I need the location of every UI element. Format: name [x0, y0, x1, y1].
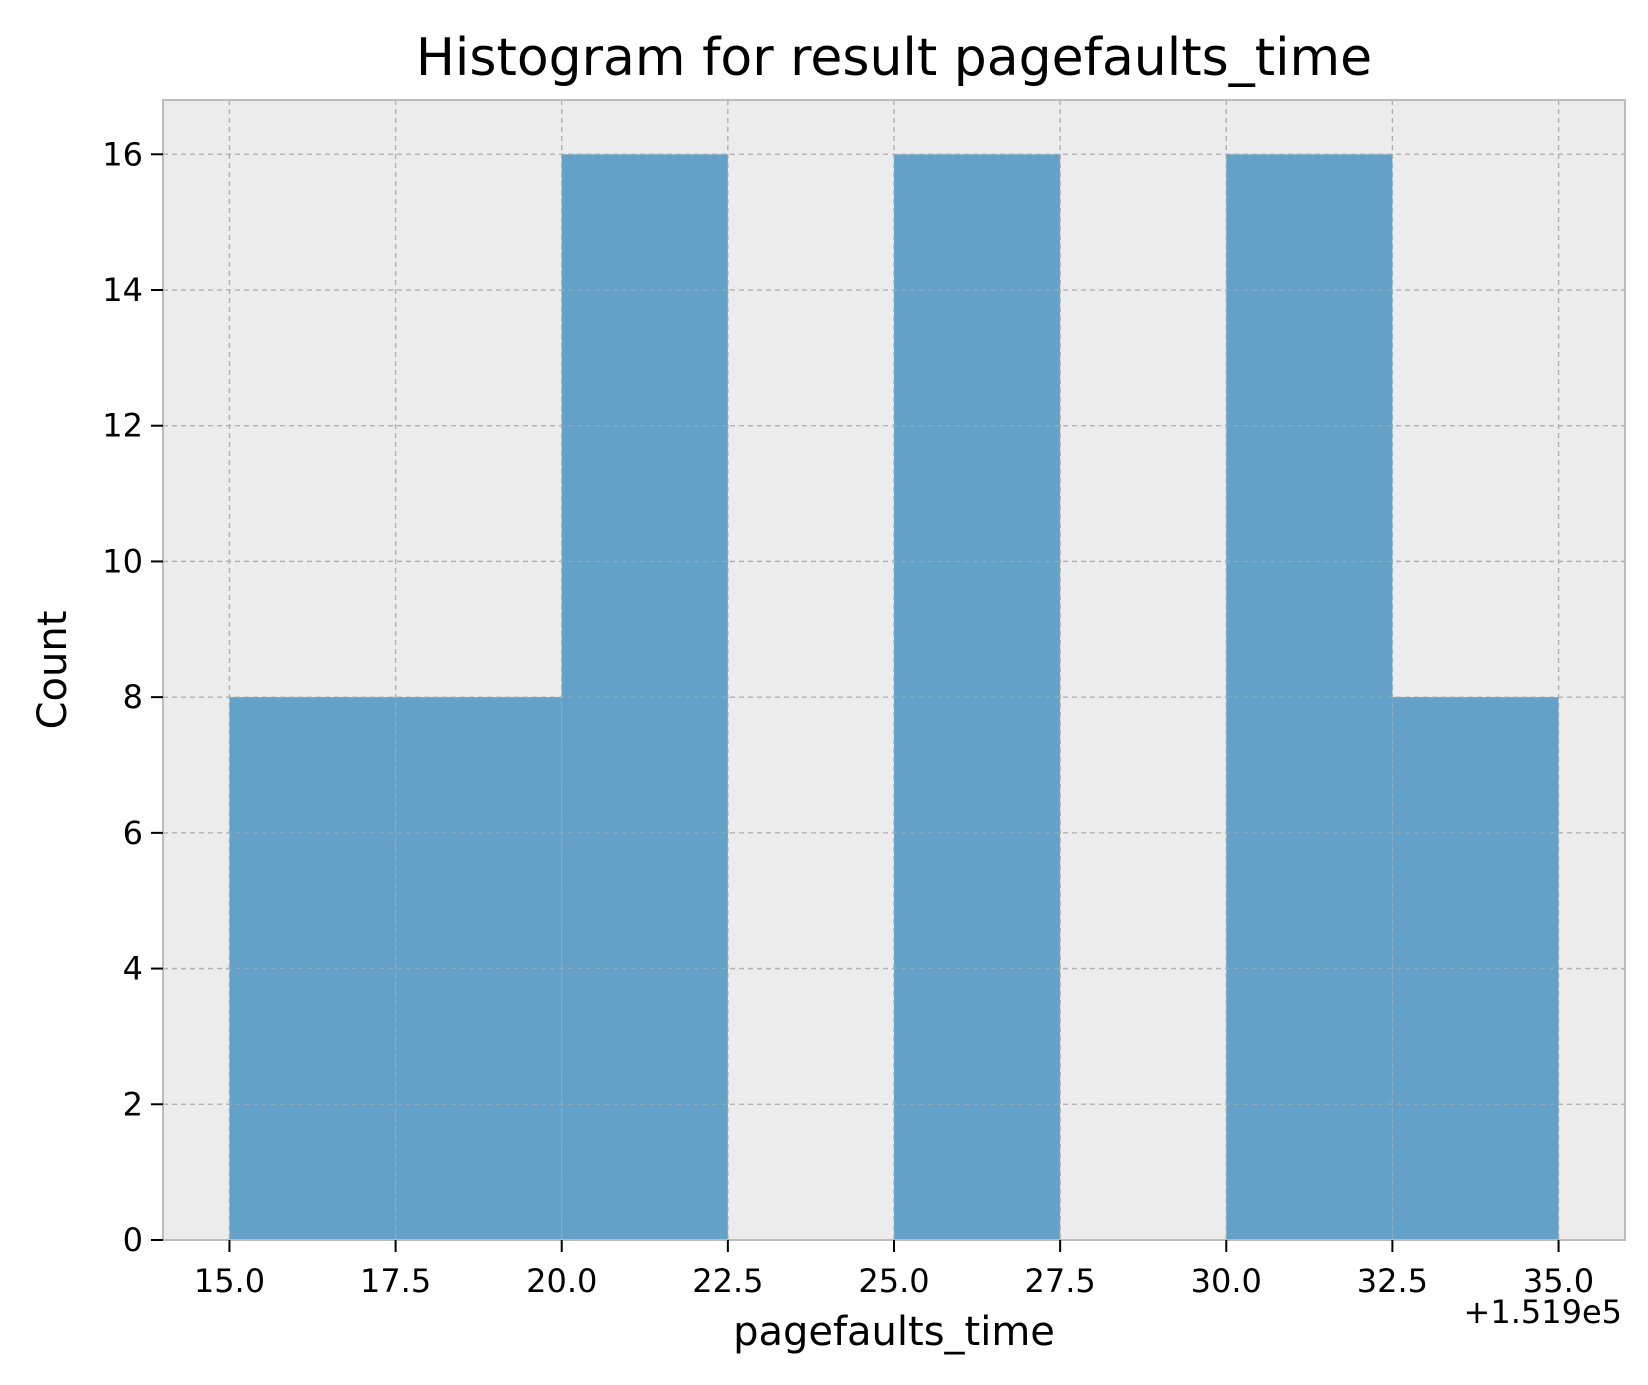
x-tick-label: 35.0 — [1523, 1262, 1594, 1300]
y-tick-label: 14 — [102, 271, 143, 309]
y-tick-label: 4 — [123, 950, 143, 988]
histogram-bar — [1392, 697, 1559, 1240]
x-tick-label: 15.0 — [194, 1262, 265, 1300]
x-axis-label: pagefaults_time — [733, 1309, 1055, 1355]
y-tick-label: 6 — [123, 814, 143, 852]
y-tick-label: 8 — [123, 678, 143, 716]
x-tick-label: 30.0 — [1191, 1262, 1262, 1300]
y-tick-label: 16 — [102, 135, 143, 173]
y-tick-label: 10 — [102, 542, 143, 580]
x-tick-label: 22.5 — [692, 1262, 763, 1300]
y-tick-label: 0 — [123, 1221, 143, 1259]
x-tick-label: 17.5 — [360, 1262, 431, 1300]
y-tick-label: 12 — [102, 407, 143, 445]
x-tick-label: 27.5 — [1025, 1262, 1096, 1300]
histogram-bars — [163, 100, 1625, 1241]
x-tick-label: 32.5 — [1357, 1262, 1428, 1300]
x-tick-label: 25.0 — [858, 1262, 929, 1300]
x-tick-label: 20.0 — [526, 1262, 597, 1300]
x-axis-offset-label: +1.519e5 — [1464, 1293, 1622, 1331]
y-axis-label: Count — [30, 611, 76, 730]
y-tick-label: 2 — [123, 1085, 143, 1123]
axis-ticks: 15.0 17.5 20.0 22.5 25.0 27.5 30.0 32.5 35.0 0 2 4 6… — [102, 135, 1594, 1300]
chart-title: Histogram for result pagefaults_time — [416, 28, 1372, 88]
